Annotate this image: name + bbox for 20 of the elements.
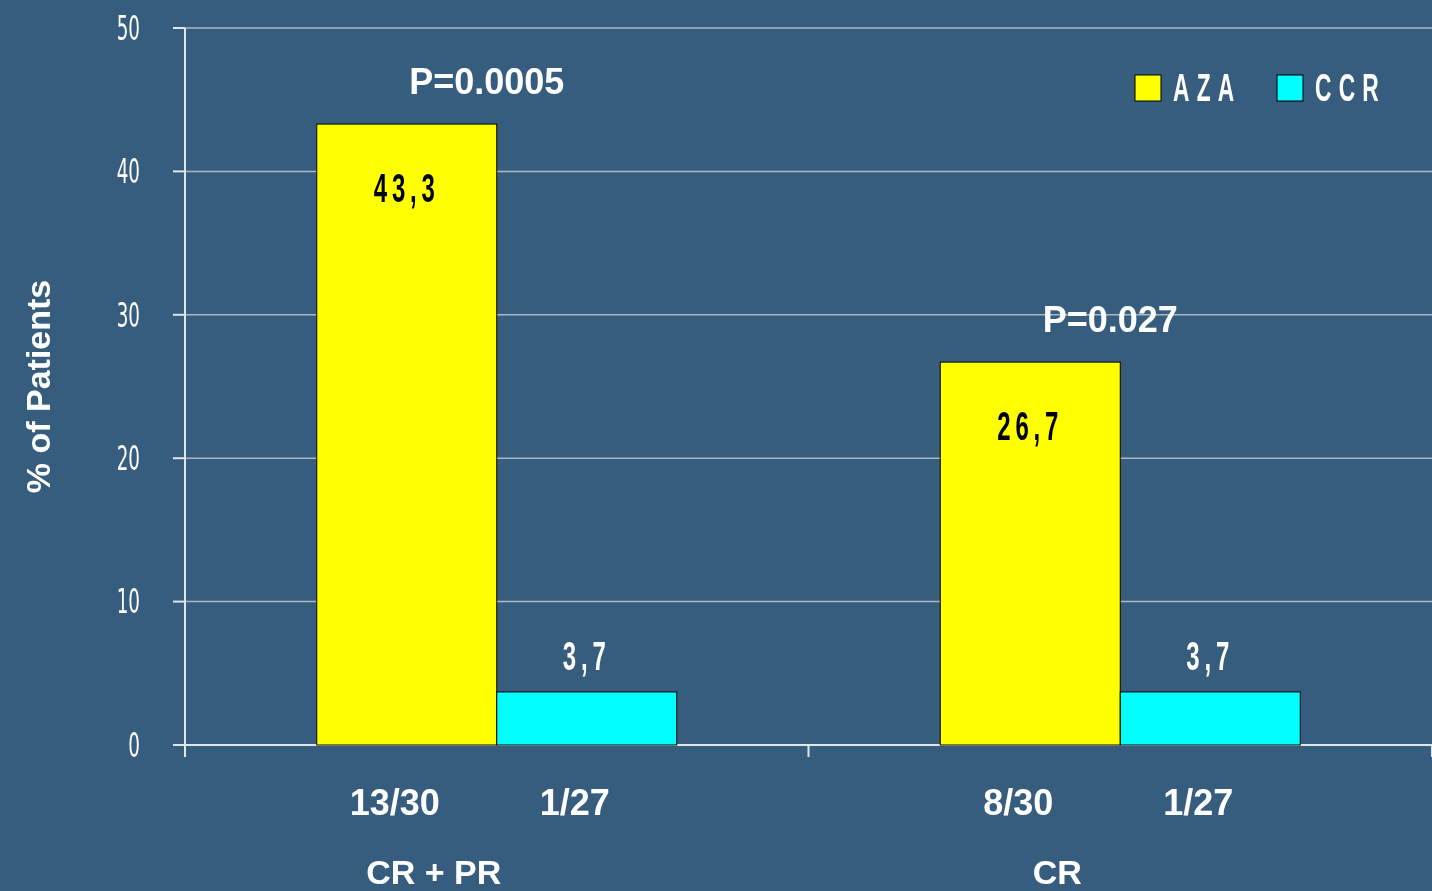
- x-tick-label: CR: [1032, 853, 1082, 891]
- y-tick-label: 20: [116, 438, 140, 479]
- text: 8/30: [983, 782, 1054, 823]
- data-label: 26,7: [997, 403, 1064, 449]
- legend-label: AZA: [1173, 67, 1242, 110]
- data-label: 3,7: [562, 633, 611, 679]
- y-tick-label: 50: [116, 8, 140, 49]
- annotation: P=0.0005: [409, 61, 565, 103]
- text: 1/27: [1163, 782, 1234, 823]
- text: 1/27: [539, 782, 610, 823]
- data-label: 43,3: [373, 165, 440, 211]
- x-tick-label: CR + PR: [366, 853, 502, 891]
- y-tick-label: 0: [128, 725, 140, 766]
- y-tick-label: 10: [116, 581, 140, 622]
- legend-label: CCR: [1315, 67, 1386, 110]
- y-tick-label: 30: [116, 295, 140, 336]
- y-axis-title: % of Patients: [19, 279, 57, 494]
- y-tick-label: 40: [116, 151, 140, 192]
- text: 13/30: [349, 782, 440, 823]
- data-label: 3,7: [1186, 633, 1235, 679]
